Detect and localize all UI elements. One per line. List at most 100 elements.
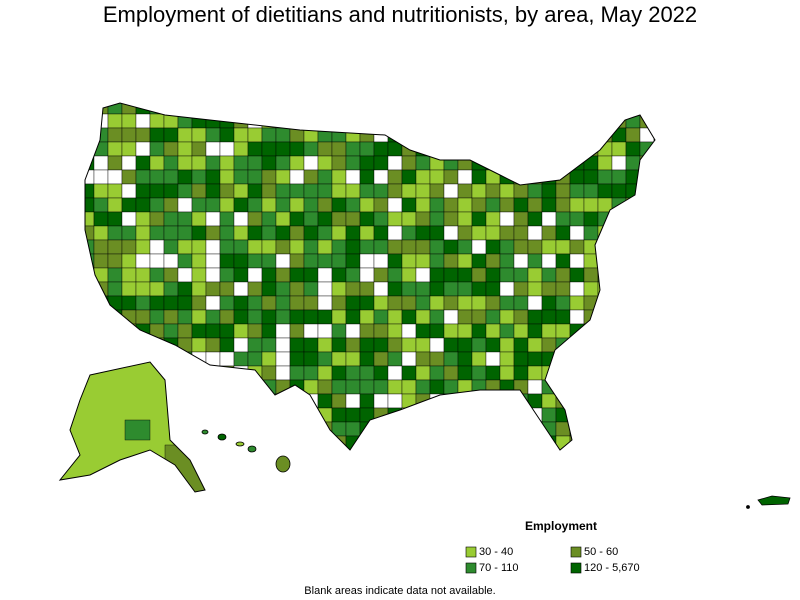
- area-region: [611, 155, 627, 171]
- area-region: [653, 295, 655, 311]
- area-region: [345, 407, 361, 423]
- area-region: [289, 309, 305, 325]
- area-region: [625, 421, 641, 437]
- area-region: [303, 421, 319, 437]
- area-region: [429, 239, 445, 255]
- area-region: [597, 239, 613, 255]
- area-region: [611, 281, 627, 297]
- area-region: [345, 267, 361, 283]
- area-region: [359, 323, 375, 339]
- area-region: [499, 421, 515, 437]
- area-region: [625, 351, 641, 367]
- area-region: [429, 295, 445, 311]
- area-region: [457, 103, 473, 115]
- area-region: [457, 127, 473, 143]
- area-region: [317, 295, 333, 311]
- area-region: [429, 337, 445, 353]
- area-region: [457, 309, 473, 325]
- area-region: [415, 183, 431, 199]
- area-region: [85, 323, 95, 339]
- area-region: [485, 253, 501, 269]
- area-region: [85, 183, 95, 199]
- area-region: [331, 197, 347, 213]
- area-region: [261, 253, 277, 269]
- area-region: [527, 365, 543, 381]
- area-region: [219, 407, 235, 423]
- area-region: [513, 225, 529, 241]
- area-region: [429, 225, 445, 241]
- area-region: [499, 141, 515, 157]
- area-region: [331, 435, 347, 450]
- area-region: [219, 323, 235, 339]
- area-region: [219, 141, 235, 157]
- legend-swatch: [465, 546, 477, 558]
- area-region: [303, 239, 319, 255]
- area-region: [261, 141, 277, 157]
- area-region: [303, 267, 319, 283]
- area-region: [485, 197, 501, 213]
- area-region: [135, 239, 151, 255]
- area-region: [401, 351, 417, 367]
- area-region: [191, 281, 207, 297]
- area-region: [513, 197, 529, 213]
- area-region: [191, 295, 207, 311]
- area-region: [359, 197, 375, 213]
- area-region: [163, 183, 179, 199]
- area-region: [387, 113, 403, 129]
- area-region: [233, 337, 249, 353]
- area-region: [317, 103, 333, 115]
- area-region: [555, 323, 571, 339]
- area-region: [415, 103, 431, 115]
- area-region: [429, 267, 445, 283]
- area-region: [443, 113, 459, 129]
- area-region: [387, 225, 403, 241]
- area-region: [275, 197, 291, 213]
- area-region: [583, 393, 599, 409]
- area-region: [177, 253, 193, 269]
- area-region: [597, 127, 613, 143]
- area-region: [555, 351, 571, 367]
- area-region: [191, 197, 207, 213]
- area-region: [401, 435, 417, 450]
- area-region: [527, 103, 543, 115]
- area-region: [317, 169, 333, 185]
- area-region: [415, 225, 431, 241]
- area-region: [639, 351, 655, 367]
- area-region: [191, 239, 207, 255]
- area-region: [485, 435, 501, 450]
- area-region: [639, 365, 655, 381]
- area-region: [177, 183, 193, 199]
- area-region: [303, 407, 319, 423]
- area-region: [527, 351, 543, 367]
- area-region: [135, 295, 151, 311]
- area-region: [121, 253, 137, 269]
- area-region: [85, 113, 95, 129]
- area-region: [625, 365, 641, 381]
- area-region: [569, 225, 585, 241]
- area-region: [597, 407, 613, 423]
- area-region: [625, 155, 641, 171]
- area-region: [457, 393, 473, 409]
- legend-label: 70 - 110: [479, 562, 519, 574]
- area-region: [471, 309, 487, 325]
- area-region: [345, 393, 361, 409]
- area-region: [625, 449, 641, 450]
- area-region: [513, 449, 529, 450]
- area-region: [289, 337, 305, 353]
- area-region: [331, 127, 347, 143]
- area-region: [373, 281, 389, 297]
- area-region: [401, 295, 417, 311]
- area-region: [513, 211, 529, 227]
- area-region: [373, 103, 389, 115]
- area-region: [541, 211, 557, 227]
- area-region: [121, 351, 137, 367]
- area-region: [373, 379, 389, 395]
- area-region: [205, 309, 221, 325]
- area-region: [653, 113, 655, 129]
- area-region: [275, 155, 291, 171]
- area-region: [261, 225, 277, 241]
- area-region: [373, 309, 389, 325]
- area-region: [625, 337, 641, 353]
- area-region: [345, 421, 361, 437]
- area-region: [653, 351, 655, 367]
